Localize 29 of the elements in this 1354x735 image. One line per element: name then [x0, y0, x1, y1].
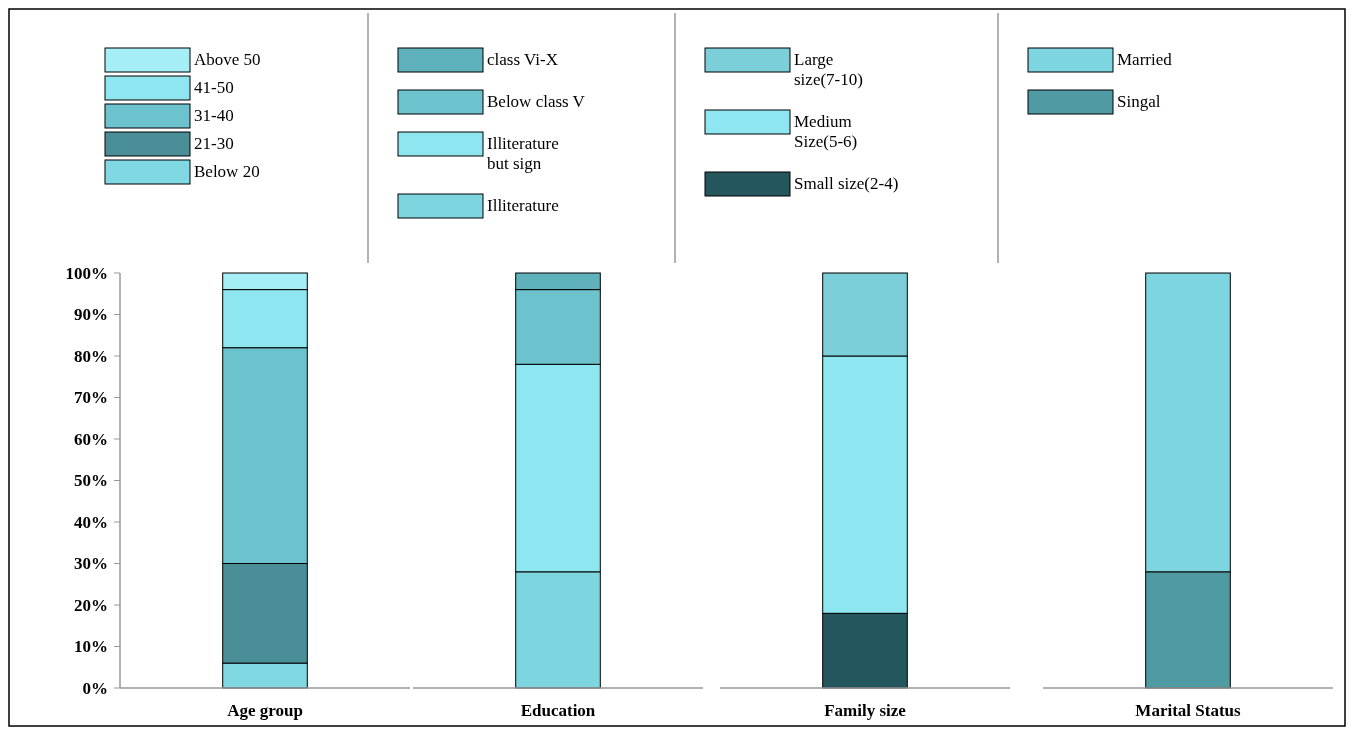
legend-label: Below class V: [487, 92, 586, 111]
x-tick-label: Education: [520, 701, 596, 720]
legend-label: Illiterature but sign: [487, 134, 559, 173]
legend-label: 41-50: [194, 78, 234, 97]
y-tick-label: 40%: [74, 512, 108, 532]
x-tick-label: Age group: [227, 701, 303, 720]
legend-label: Above 50: [194, 50, 261, 69]
legend-label: class Vi-X: [487, 50, 558, 69]
y-tick-label: 100%: [65, 263, 108, 283]
legend-label: Married: [1117, 50, 1173, 69]
y-tick-label: 60%: [74, 429, 108, 449]
x-tick-label: Marital Status: [1135, 701, 1242, 720]
legend-label: Medium Size(5-6): [794, 112, 858, 151]
legend-label: Small size(2-4): [794, 174, 899, 193]
y-tick-label: 20%: [74, 595, 108, 615]
legend-label: Singal: [1117, 92, 1161, 111]
y-tick-label: 0%: [82, 678, 108, 698]
legend-label: 31-40: [194, 106, 234, 125]
y-tick-label: 90%: [74, 305, 108, 325]
legend-label: Large size(7-10): [794, 50, 863, 89]
y-tick-label: 10%: [74, 637, 108, 657]
legend-label: Below 20: [194, 162, 260, 181]
y-tick-label: 50%: [74, 471, 108, 491]
y-tick-label: 70%: [74, 388, 108, 408]
legend-label: 21-30: [194, 134, 234, 153]
legend-label: Illiterature: [487, 196, 559, 215]
x-tick-label: Family size: [824, 701, 907, 720]
y-tick-label: 80%: [74, 346, 108, 366]
y-tick-label: 30%: [74, 554, 108, 574]
